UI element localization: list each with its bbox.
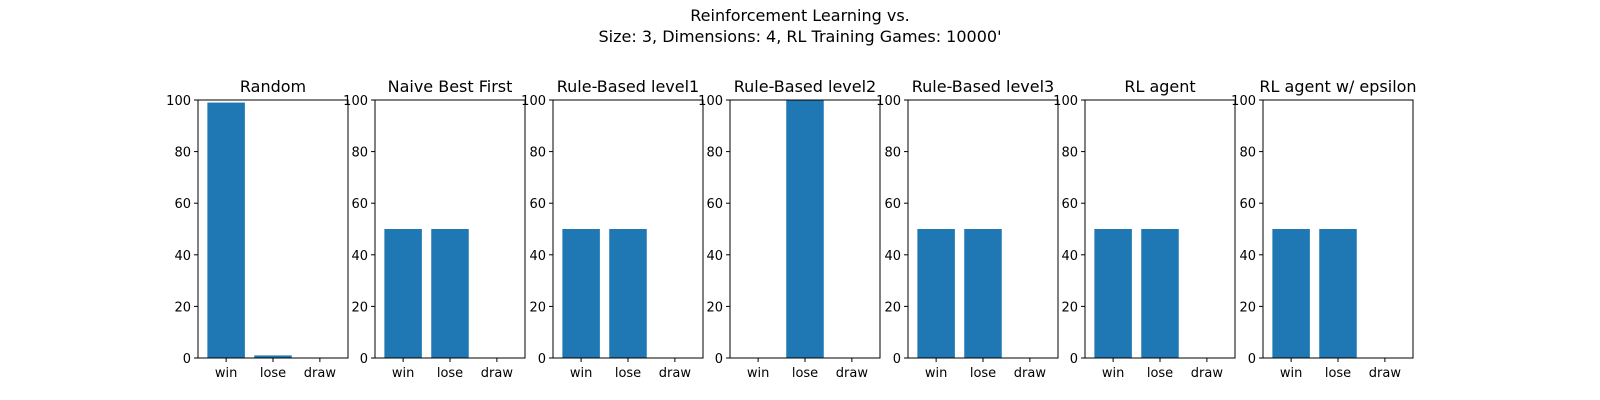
x-tick-label-win: win xyxy=(747,366,769,381)
y-tick-label: 60 xyxy=(1239,197,1256,212)
y-tick-label: 80 xyxy=(351,146,368,161)
y-tick-label: 0 xyxy=(360,352,368,367)
x-tick-label-win: win xyxy=(215,366,237,381)
x-tick-label-draw: draw xyxy=(1369,366,1402,381)
x-tick-label-win: win xyxy=(1102,366,1124,381)
y-tick-label: 100 xyxy=(521,94,546,109)
bar-win xyxy=(1094,229,1132,358)
bar-win xyxy=(384,229,422,358)
bar-win xyxy=(1272,229,1310,358)
y-tick-label: 100 xyxy=(698,94,723,109)
y-tick-label: 100 xyxy=(343,94,368,109)
x-tick-label-draw: draw xyxy=(836,366,869,381)
x-tick-label-lose: lose xyxy=(437,366,463,381)
y-tick-label: 60 xyxy=(174,197,191,212)
y-tick-label: 40 xyxy=(706,249,723,264)
bar-lose xyxy=(964,229,1002,358)
bar-lose xyxy=(609,229,647,358)
x-tick-label-win: win xyxy=(925,366,947,381)
y-tick-label: 80 xyxy=(706,146,723,161)
figure-title-line1: Reinforcement Learning vs. xyxy=(690,6,910,25)
y-tick-label: 20 xyxy=(174,300,191,315)
y-tick-label: 80 xyxy=(1239,146,1256,161)
y-tick-label: 80 xyxy=(884,146,901,161)
y-tick-label: 60 xyxy=(529,197,546,212)
x-tick-label-lose: lose xyxy=(1325,366,1351,381)
x-tick-label-draw: draw xyxy=(481,366,514,381)
y-tick-label: 40 xyxy=(1239,249,1256,264)
bar-win xyxy=(207,102,245,358)
x-tick-label-draw: draw xyxy=(1014,366,1047,381)
subplot-title: Naive Best First xyxy=(388,77,513,96)
subplot-title: Rule-Based level2 xyxy=(734,77,876,96)
subplot-3: Rule-Based level1 0 20 40 60 80 100 win lose draw xyxy=(521,77,704,381)
subplot-7: RL agent w/ epsilon 0 20 40 60 80 100 win lose dr… xyxy=(1231,77,1416,381)
y-tick-label: 40 xyxy=(351,249,368,264)
bar-lose xyxy=(1319,229,1357,358)
x-tick-label-lose: lose xyxy=(792,366,818,381)
x-tick-label-draw: draw xyxy=(659,366,692,381)
bar-lose xyxy=(254,355,292,358)
bar-lose xyxy=(786,100,824,358)
y-tick-label: 60 xyxy=(351,197,368,212)
y-tick-label: 20 xyxy=(351,300,368,315)
y-tick-label: 20 xyxy=(706,300,723,315)
x-tick-label-lose: lose xyxy=(970,366,996,381)
subplot-title: Rule-Based level3 xyxy=(912,77,1054,96)
y-tick-label: 60 xyxy=(706,197,723,212)
x-tick-label-draw: draw xyxy=(1191,366,1224,381)
y-tick-label: 60 xyxy=(1061,197,1078,212)
y-tick-label: 100 xyxy=(876,94,901,109)
subplot-6: RL agent 0 20 40 60 80 100 win lose draw xyxy=(1053,77,1236,381)
bar-win xyxy=(562,229,600,358)
y-tick-label: 20 xyxy=(1061,300,1078,315)
y-tick-label: 20 xyxy=(529,300,546,315)
bar-lose xyxy=(1141,229,1179,358)
y-tick-label: 80 xyxy=(1061,146,1078,161)
y-tick-label: 60 xyxy=(884,197,901,212)
x-tick-label-win: win xyxy=(570,366,592,381)
y-tick-label: 0 xyxy=(1248,352,1256,367)
y-tick-label: 100 xyxy=(166,94,191,109)
y-tick-label: 100 xyxy=(1053,94,1078,109)
subplot-title: Random xyxy=(240,77,306,96)
x-tick-label-win: win xyxy=(1280,366,1302,381)
subplot-5: Rule-Based level3 0 20 40 60 80 100 win lose draw xyxy=(876,77,1059,381)
subplot-2: Naive Best First 0 20 40 60 80 100 win lose draw xyxy=(343,77,526,381)
y-tick-label: 40 xyxy=(529,249,546,264)
bar-lose xyxy=(431,229,469,358)
y-tick-label: 0 xyxy=(893,352,901,367)
y-tick-label: 20 xyxy=(884,300,901,315)
y-tick-label: 20 xyxy=(1239,300,1256,315)
subplot-title: RL agent xyxy=(1124,77,1195,96)
y-tick-label: 40 xyxy=(174,249,191,264)
y-tick-label: 80 xyxy=(529,146,546,161)
y-tick-label: 100 xyxy=(1231,94,1256,109)
subplot-1: Random 0 20 40 60 80 100 win lose draw xyxy=(166,77,349,381)
x-tick-label-lose: lose xyxy=(615,366,641,381)
y-tick-label: 0 xyxy=(715,352,723,367)
subplot-4: Rule-Based level2 0 20 40 60 80 100 win lose draw xyxy=(698,77,881,381)
bar-win xyxy=(917,229,955,358)
y-tick-label: 80 xyxy=(174,146,191,161)
x-tick-label-win: win xyxy=(392,366,414,381)
x-tick-label-lose: lose xyxy=(260,366,286,381)
y-tick-label: 0 xyxy=(183,352,191,367)
x-tick-label-draw: draw xyxy=(304,366,337,381)
y-tick-label: 0 xyxy=(538,352,546,367)
subplot-title: RL agent w/ epsilon xyxy=(1259,77,1416,96)
figure-title-line2: Size: 3, Dimensions: 4, RL Training Game… xyxy=(598,27,1002,46)
subplot-title: Rule-Based level1 xyxy=(557,77,699,96)
y-tick-label: 40 xyxy=(884,249,901,264)
x-tick-label-lose: lose xyxy=(1147,366,1173,381)
y-tick-label: 40 xyxy=(1061,249,1078,264)
y-tick-label: 0 xyxy=(1070,352,1078,367)
